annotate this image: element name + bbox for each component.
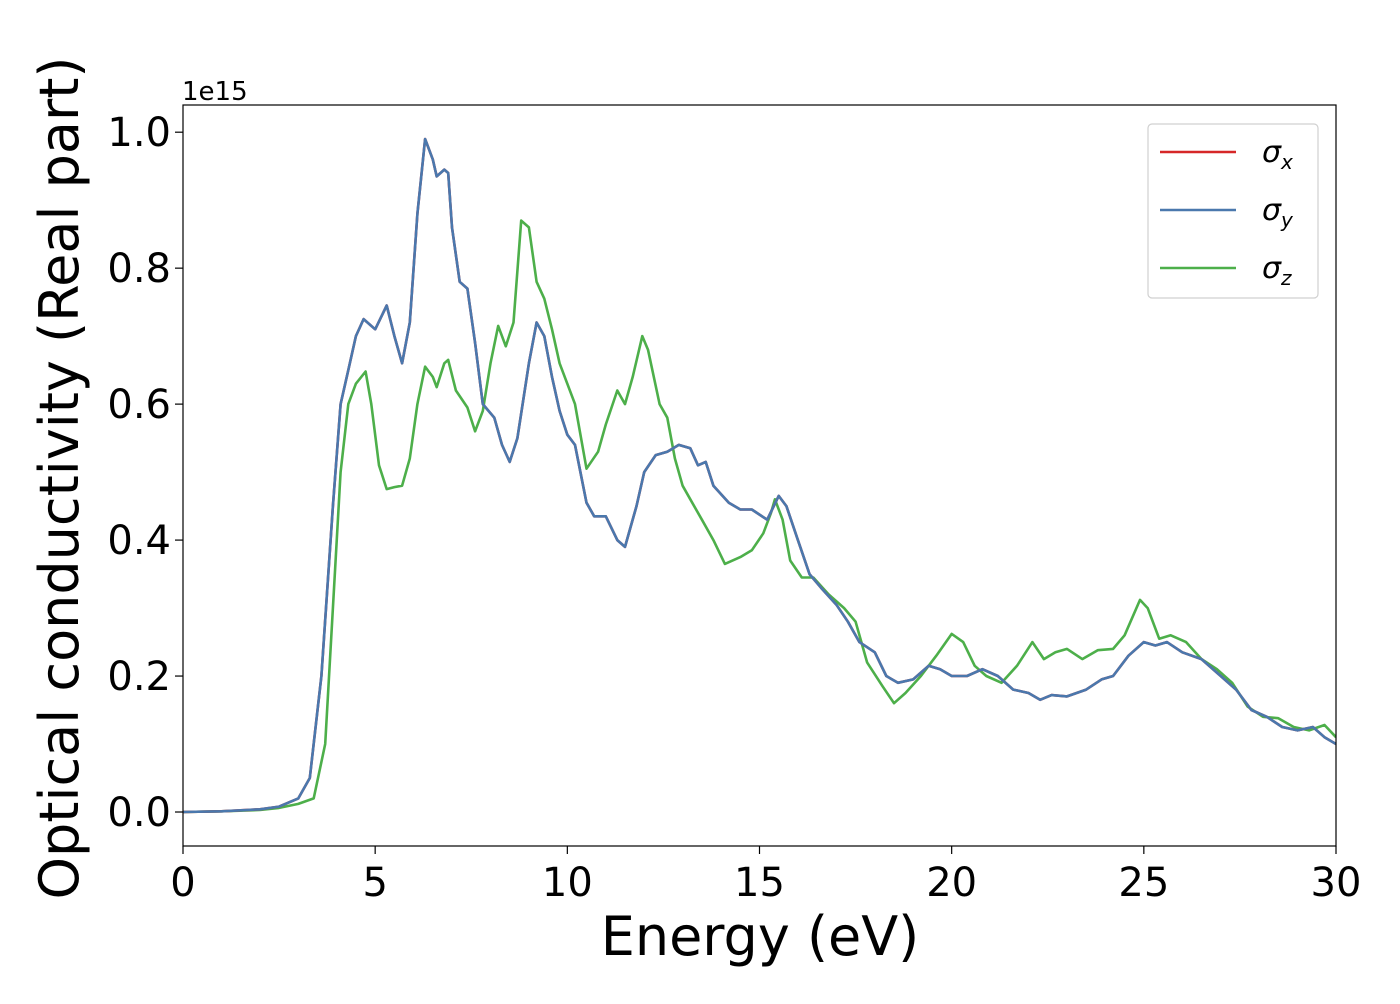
legend-label-x: σx — [1262, 135, 1293, 174]
legend-label-z: σz — [1262, 251, 1292, 290]
x-axis-title: Energy (eV) — [601, 905, 920, 968]
x-tick-label: 20 — [926, 860, 977, 906]
series-line-y — [183, 137, 1336, 814]
x-tick-label: 5 — [362, 860, 387, 906]
x-tick-label: 25 — [1118, 860, 1169, 906]
y-tick-label: 0.4 — [107, 518, 171, 564]
y-tick-label: 0.8 — [107, 246, 171, 292]
y-tick-label: 0.0 — [107, 790, 171, 836]
y-axis-title: Optical conductivity (Real part) — [28, 57, 91, 900]
x-tick-label: 10 — [542, 860, 593, 906]
legend: σx σy σz — [1147, 123, 1319, 299]
axis-ticks: 0 5 10 15 20 25 30 0.0 0.2 0.4 0.6 0.8 1.0 — [107, 110, 1361, 906]
x-tick-label: 0 — [170, 860, 195, 906]
x-tick-label: 15 — [734, 860, 785, 906]
legend-label-y: σy — [1262, 193, 1294, 232]
y-tick-label: 0.6 — [107, 382, 171, 428]
y-tick-label: 0.2 — [107, 654, 171, 700]
y-offset-label: 1e15 — [182, 77, 248, 107]
y-tick-label: 1.0 — [107, 110, 171, 156]
x-tick-label: 30 — [1311, 860, 1362, 906]
series-line-z — [183, 219, 1336, 814]
